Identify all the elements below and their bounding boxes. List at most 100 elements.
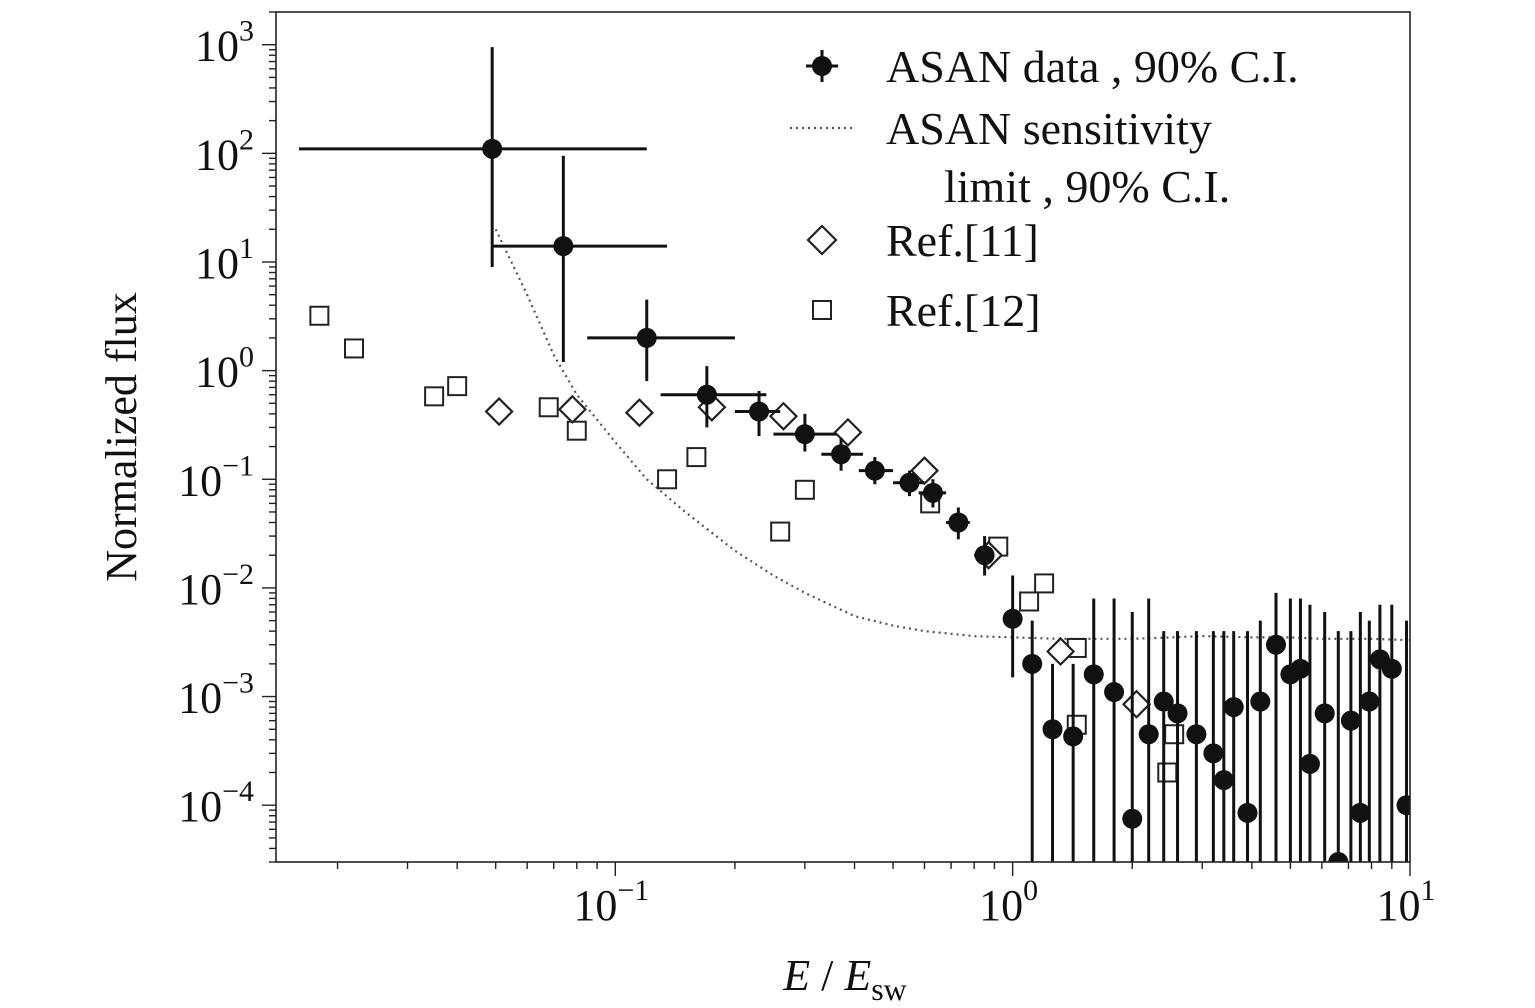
legend: ASAN data , 90% C.I. ASAN sensitivity li… xyxy=(790,41,1299,336)
ref11-point xyxy=(557,394,587,424)
asan-data-point xyxy=(1299,753,1320,774)
legend-label-sensitivity: ASAN sensitivity xyxy=(886,103,1212,154)
legend-open-diamond xyxy=(806,224,838,256)
asan-data-point xyxy=(1328,852,1349,862)
y-tick-base: 10 xyxy=(178,674,222,723)
ref12-point xyxy=(1019,591,1040,612)
ref12-point xyxy=(566,420,587,441)
asan-data-point xyxy=(1290,658,1311,679)
y-tick-exponent: −1 xyxy=(222,449,254,482)
asan-data-point xyxy=(1396,795,1410,816)
x-tick-exponent: −1 xyxy=(617,874,649,907)
ref12-point xyxy=(657,469,678,490)
ref12-point xyxy=(538,397,559,418)
x-tick-base: 10 xyxy=(1377,881,1421,930)
y-tick-exponent: 3 xyxy=(239,15,254,48)
y-tick-exponent: −3 xyxy=(222,667,254,700)
legend-label-ref11: Ref.[11] xyxy=(886,215,1039,266)
ref11-point xyxy=(768,401,799,431)
x-tick-exponent: 0 xyxy=(1023,874,1038,907)
asan-data-point xyxy=(974,545,995,566)
ref12-point xyxy=(770,521,791,542)
asan-data-point xyxy=(1265,634,1286,655)
asan-data-point xyxy=(1104,682,1125,703)
x-tick-base: 10 xyxy=(979,881,1023,930)
x-tick-label: 100 xyxy=(979,874,1038,930)
asan-data-point xyxy=(482,138,503,159)
y-tick-base: 10 xyxy=(195,130,239,179)
x-axis-label-sub: sw xyxy=(871,971,907,1007)
ref12-point xyxy=(1157,762,1178,783)
x-axis-label-var: E xyxy=(843,951,871,1000)
y-tick-label: 10−3 xyxy=(178,667,254,723)
legend-marker-asan-data xyxy=(806,50,838,82)
y-tick-label: 10−1 xyxy=(178,449,254,505)
asan-data-point xyxy=(1213,770,1234,791)
asan-data-point xyxy=(831,444,852,465)
y-tick-label: 10−2 xyxy=(178,558,254,614)
asan-data-point xyxy=(1138,724,1159,745)
y-tick-base: 10 xyxy=(178,565,222,614)
y-tick-exponent: −2 xyxy=(222,558,254,591)
ref12-point xyxy=(1164,724,1185,745)
asan-data-point xyxy=(899,472,920,493)
asan-data-point xyxy=(1122,808,1143,829)
ref12-point xyxy=(686,447,707,468)
y-tick-exponent: 2 xyxy=(239,123,254,156)
asan-data-point xyxy=(948,512,969,533)
ref12-point xyxy=(1034,573,1055,594)
asan-data-point xyxy=(1042,719,1063,740)
y-tick-exponent: −4 xyxy=(222,775,254,808)
legend-label-sensitivity-line2: limit , 90% C.I. xyxy=(944,161,1230,212)
asan-data-point xyxy=(922,482,943,503)
y-tick-label: 102 xyxy=(195,123,254,179)
y-tick-exponent: 1 xyxy=(239,232,254,265)
y-tick-exponent: 0 xyxy=(239,341,254,374)
legend-open-square xyxy=(812,300,832,320)
plot-frame xyxy=(275,11,1411,863)
asan-data-point xyxy=(1381,658,1402,679)
sensitivity-limit-line xyxy=(494,228,1410,642)
ref12-point xyxy=(447,376,468,397)
y-tick-base: 10 xyxy=(195,239,239,288)
x-tick-label: 101 xyxy=(1377,874,1436,930)
asan-data-point xyxy=(1153,691,1174,712)
legend-marker-ref12 xyxy=(812,300,832,320)
asan-data-point xyxy=(553,236,574,257)
ref11-point xyxy=(833,417,863,447)
asan-data-point xyxy=(749,401,770,422)
y-axis-label: Normalized flux xyxy=(97,292,146,582)
asan-data-point xyxy=(696,384,717,405)
x-tick-base: 10 xyxy=(573,881,617,930)
y-tick-base: 10 xyxy=(195,22,239,71)
y-tick-base: 10 xyxy=(178,782,222,831)
legend-marker-ref11 xyxy=(806,224,838,256)
x-tick-label: 10−1 xyxy=(573,874,649,930)
ref11-point xyxy=(484,397,514,427)
y-tick-label: 101 xyxy=(195,232,254,288)
y-tick-label: 100 xyxy=(195,341,254,397)
asan-data-point xyxy=(1203,743,1224,764)
asan-data-point xyxy=(636,327,657,348)
y-tick-label: 103 xyxy=(195,15,254,71)
x-tick-exponent: 1 xyxy=(1421,874,1436,907)
asan-data-point xyxy=(1167,703,1188,724)
asan-data-point xyxy=(864,460,885,481)
legend-label-ref12: Ref.[12] xyxy=(886,285,1041,336)
asan-data-point xyxy=(1237,802,1258,823)
asan-data-point xyxy=(1350,802,1371,823)
asan-data-point xyxy=(1002,608,1023,629)
asan-data-point xyxy=(1359,691,1380,712)
axis-ticks xyxy=(262,11,1411,876)
ref11-point xyxy=(1046,636,1076,667)
ref12-point xyxy=(343,338,364,359)
asan-data-point xyxy=(1250,691,1271,712)
ref12-point xyxy=(309,305,330,326)
asan-data-point xyxy=(1340,710,1361,731)
ref12-point xyxy=(424,386,445,407)
x-axis-label-main: E xyxy=(782,951,810,1000)
ref12-point xyxy=(794,479,815,500)
y-tick-base: 10 xyxy=(178,456,222,505)
